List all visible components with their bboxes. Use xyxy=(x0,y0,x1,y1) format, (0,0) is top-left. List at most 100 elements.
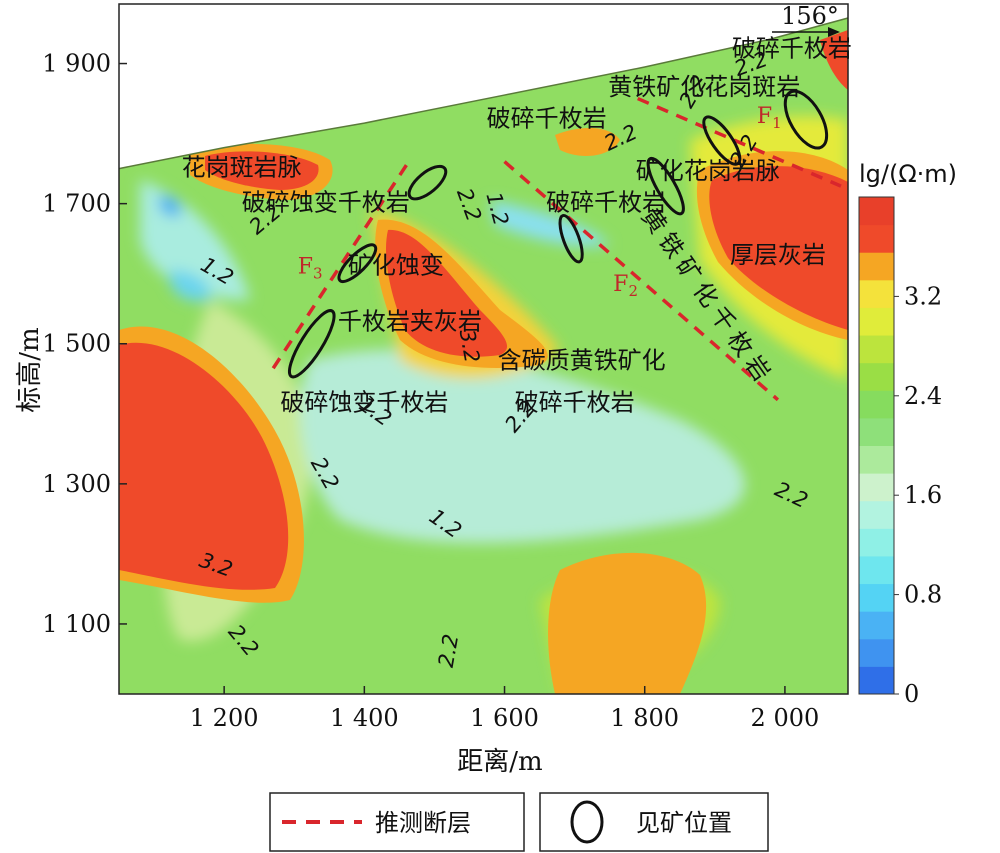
y-tick-label: 1 900 xyxy=(42,50,111,78)
field-blue-spot xyxy=(158,195,182,217)
ore-body-ellipse xyxy=(646,156,685,216)
x-axis: 1 200 1 400 1 600 1 800 2 000 xyxy=(190,686,819,732)
direction-arrow-head xyxy=(828,27,840,37)
x-tick-label: 2 000 xyxy=(751,704,820,732)
fault-label-letter: F xyxy=(298,255,313,280)
x-tick-label: 1 400 xyxy=(330,704,399,732)
high-anomaly-right xyxy=(709,166,848,330)
field-cyan-left xyxy=(169,270,211,302)
high-anomaly-top-right xyxy=(820,30,848,90)
geology-label: 矿化花岗岩脉 xyxy=(636,157,780,185)
high-anomaly-top-left xyxy=(205,151,319,190)
y-axis: 1 100 1 300 1 500 1 700 1 900 xyxy=(42,50,127,638)
geology-label: 花岗斑岩脉 xyxy=(182,154,302,182)
geology-label: 破碎千枚岩 xyxy=(515,388,635,416)
colorbar-swatch xyxy=(859,500,894,529)
colorbar-swatch xyxy=(859,252,894,281)
geology-label: 含碳质黄铁矿化 xyxy=(498,346,666,374)
high-anomaly-center xyxy=(385,229,508,357)
colorbar-swatch xyxy=(859,528,894,557)
ore-body-ellipse xyxy=(337,243,378,284)
fault-label-subscript: 1 xyxy=(772,114,782,132)
y-tick-label: 1 700 xyxy=(42,190,111,218)
direction-label: 156° xyxy=(781,2,839,30)
direction-indicator: 156° xyxy=(772,2,840,37)
y-tick-label: 1 500 xyxy=(42,330,111,358)
fault-label: F1 xyxy=(757,104,782,132)
colorbar-swatch xyxy=(859,555,894,585)
colorbar-swatch xyxy=(859,611,894,640)
field-orange-top-center xyxy=(555,128,620,156)
legend-ore-label: 见矿位置 xyxy=(636,809,732,837)
fault-line xyxy=(637,96,842,188)
fault-label: F2 xyxy=(613,272,638,300)
geology-label: 矿化蚀变 xyxy=(348,252,444,280)
fault-label: F3 xyxy=(298,255,323,283)
colorbar-swatches xyxy=(859,197,894,695)
colorbar-tick-label: 3.2 xyxy=(904,282,942,310)
field-low-center xyxy=(300,349,745,544)
colorbar-tick-label: 2.4 xyxy=(904,382,942,410)
fault-label-letter: F xyxy=(613,272,628,297)
fault-label-letter: F xyxy=(757,104,772,129)
y-tick-label: 1 300 xyxy=(42,470,111,498)
colorbar-swatch xyxy=(859,638,894,667)
x-axis-title: 距离/m xyxy=(457,747,542,777)
colorbar-swatch xyxy=(859,473,894,502)
colorbar-title: lg/(Ω·m) xyxy=(859,160,957,188)
colorbar-frame xyxy=(858,196,895,695)
geology-label: 黄铁矿化花岗斑岩 xyxy=(608,73,800,101)
fault-label-subscript: 3 xyxy=(313,265,323,283)
legend-fault-label: 推测断层 xyxy=(375,809,471,837)
ore-body-ellipse xyxy=(783,89,829,150)
colorbar-swatch xyxy=(859,307,894,336)
geology-label: 千枚岩夹灰岩 xyxy=(338,308,482,336)
colorbar-swatch xyxy=(859,224,894,253)
colorbar-swatch xyxy=(859,279,894,308)
colorbar-swatch xyxy=(859,445,894,474)
geology-label: 破碎千枚岩 xyxy=(546,189,666,217)
ore-body-ellipse xyxy=(287,309,336,379)
colorbar-ticks: 3.2 2.4 1.6 0.8 0 xyxy=(894,282,942,708)
field-orange-bottom xyxy=(548,552,707,694)
plot-frame xyxy=(118,3,849,695)
colorbar-tick-label: 0.8 xyxy=(904,581,942,609)
colorbar-swatch xyxy=(859,335,894,364)
colorbar-swatch xyxy=(859,666,894,695)
geology-label: 厚层灰岩 xyxy=(730,241,826,269)
fault-label-subscript: 2 xyxy=(628,282,638,300)
colorbar-swatch xyxy=(859,417,894,446)
ore-bodies xyxy=(287,89,829,379)
contour-label: 3.2 xyxy=(455,328,484,365)
colorbar-tick-label: 0 xyxy=(904,680,919,708)
ore-body-ellipse xyxy=(407,164,448,201)
field-cyan-center xyxy=(490,200,610,247)
colorbar-swatch xyxy=(859,583,894,612)
contour-label: 2.2 xyxy=(434,632,463,669)
geology-label: 破碎蚀变千枚岩 xyxy=(242,189,410,217)
terrain-surface-line xyxy=(118,17,849,170)
geology-label: 破碎蚀变千枚岩 xyxy=(280,388,448,416)
y-axis-title: 标高/m xyxy=(15,327,45,412)
colorbar-swatch xyxy=(859,197,894,226)
legend-ore-swatch xyxy=(570,800,604,844)
colorbar-tick-label: 1.6 xyxy=(904,481,942,509)
high-anomaly-left xyxy=(119,342,289,590)
ore-body-ellipse xyxy=(558,213,584,264)
y-tick-label: 1 100 xyxy=(42,610,111,638)
x-tick-label: 1 600 xyxy=(470,704,539,732)
colorbar: lg/(Ω·m) 3.2 2.4 1.6 0.8 0 xyxy=(858,160,957,708)
x-tick-label: 1 200 xyxy=(190,704,259,732)
legend-ore-box xyxy=(539,792,769,852)
colorbar-swatch xyxy=(859,390,894,419)
colorbar-swatch xyxy=(859,362,894,391)
x-tick-label: 1 800 xyxy=(610,704,679,732)
ore-body-ellipse xyxy=(702,115,742,166)
geology-label: 破碎千枚岩 xyxy=(487,105,607,133)
legend: 推测断层 见矿位置 xyxy=(269,792,769,852)
fault-line xyxy=(503,160,780,402)
geology-label: 破碎千枚岩 xyxy=(732,35,852,63)
